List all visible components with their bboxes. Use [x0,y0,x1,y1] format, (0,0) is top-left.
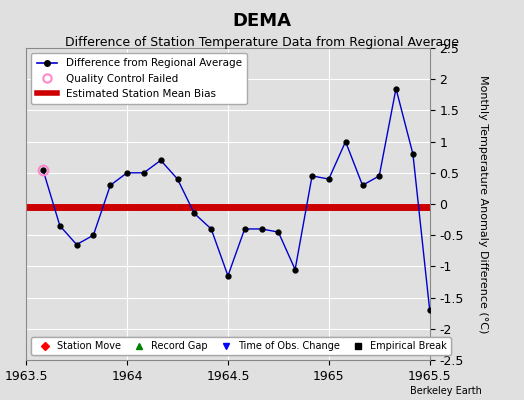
Legend: Station Move, Record Gap, Time of Obs. Change, Empirical Break: Station Move, Record Gap, Time of Obs. C… [31,337,451,355]
Text: Berkeley Earth: Berkeley Earth [410,386,482,396]
Text: Difference of Station Temperature Data from Regional Average: Difference of Station Temperature Data f… [65,36,459,49]
Y-axis label: Monthly Temperature Anomaly Difference (°C): Monthly Temperature Anomaly Difference (… [478,75,488,333]
Text: DEMA: DEMA [233,12,291,30]
